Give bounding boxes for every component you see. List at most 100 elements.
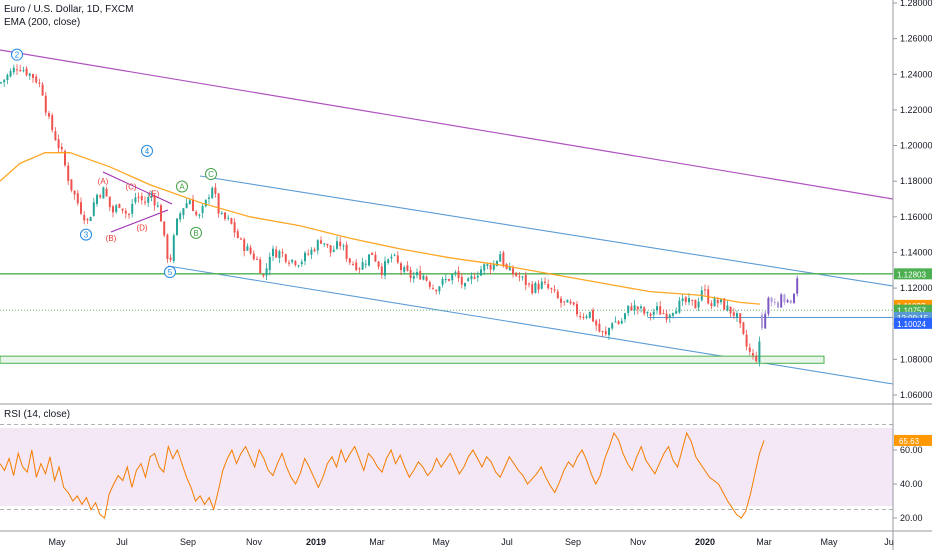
ema-indicator-label: EMA (200, close): [4, 17, 80, 28]
rsi-tick-label: 60.00: [900, 445, 923, 455]
candle-body: [182, 208, 185, 216]
candle-body: [675, 311, 678, 314]
candle-body: [550, 288, 553, 290]
candle-body: [48, 113, 50, 117]
candle-body: [732, 312, 735, 316]
candle-body: [9, 71, 12, 77]
candle-body: [377, 261, 380, 267]
candle-body: [32, 74, 34, 78]
candle-body: [83, 214, 86, 221]
candle-body: [624, 313, 626, 320]
wave-label-3: 3: [84, 231, 89, 240]
wave-label-a: A: [179, 183, 185, 192]
candle-body: [188, 200, 191, 205]
candle-body: [419, 271, 422, 280]
candle-body: [672, 313, 674, 316]
candle-body: [544, 281, 546, 283]
candle-body: [252, 253, 255, 260]
candle-body: [563, 301, 566, 303]
candle-body: [742, 322, 745, 334]
candle-body: [451, 274, 454, 281]
candle-body: [716, 299, 719, 304]
projection-candle-body: [770, 297, 773, 303]
candle-body: [483, 264, 486, 271]
support-zone: [0, 355, 825, 364]
projection-candle-body: [773, 302, 776, 304]
projection-candle-body: [786, 300, 789, 303]
candle-body: [288, 262, 290, 264]
candle-body: [256, 258, 258, 260]
candle-body: [374, 254, 377, 262]
candle-body: [211, 187, 214, 199]
candle-body: [38, 82, 41, 84]
candle-body: [627, 305, 630, 313]
candle-body: [105, 188, 108, 197]
candle-body: [355, 262, 358, 270]
candle-body: [185, 203, 188, 208]
candle-body: [118, 203, 121, 208]
candle-body: [566, 299, 569, 303]
candle-body: [668, 314, 671, 318]
candle-body: [176, 218, 178, 236]
candle-body: [636, 306, 639, 310]
candle-body: [272, 248, 274, 257]
candle-body: [28, 73, 31, 76]
candle-body: [35, 76, 38, 83]
candle-body: [512, 268, 514, 275]
time-tick-label: Jul: [116, 537, 128, 547]
wave-label-e: (E): [149, 190, 160, 199]
time-tick-label: 2019: [306, 537, 326, 547]
candle-body: [227, 217, 230, 219]
candle-body: [470, 275, 473, 280]
candle-body: [316, 240, 319, 251]
candle-body: [492, 264, 495, 270]
candle-body: [480, 269, 482, 276]
candle-body: [752, 353, 754, 356]
candle-body: [553, 289, 556, 291]
candle-body: [499, 254, 502, 262]
candle-body: [339, 241, 342, 247]
candle-body: [99, 195, 102, 198]
rsi-line: [0, 431, 765, 519]
time-tick-label: Nov: [630, 537, 647, 547]
projection-candle-body: [777, 302, 779, 308]
time-tick-label: Ju: [884, 537, 894, 547]
time-tick-label: May: [48, 537, 66, 547]
candle-body: [268, 256, 271, 271]
candle-body: [73, 190, 76, 195]
candle-body: [476, 275, 479, 278]
candle-body: [220, 212, 223, 214]
candle-body: [688, 298, 690, 303]
candle-body: [582, 316, 585, 318]
candle-body: [150, 195, 153, 198]
candle-body: [620, 320, 623, 324]
candle-body: [300, 261, 303, 265]
candle-body: [659, 306, 662, 315]
time-tick-label: 2020: [695, 537, 715, 547]
candle-body: [6, 74, 9, 80]
candle-body: [364, 263, 367, 265]
wave-label-d: (D): [136, 224, 147, 233]
price-tick-label: 1.22000: [900, 105, 932, 115]
candle-body: [720, 298, 722, 303]
candle-body: [464, 282, 466, 287]
price-tick-label: 1.14000: [900, 247, 932, 257]
candle-body: [108, 196, 111, 208]
candle-body: [518, 276, 521, 278]
candle-body: [595, 320, 598, 326]
candle-body: [489, 264, 492, 270]
candle-body: [80, 202, 82, 214]
candle-body: [412, 276, 415, 279]
triangle-lower-line: [110, 209, 169, 233]
candle-body: [297, 265, 300, 267]
time-tick-label: Sep: [565, 537, 581, 547]
candle-body: [560, 298, 562, 303]
candle-body: [67, 165, 70, 181]
candle-body: [681, 298, 684, 302]
candle-body: [556, 291, 559, 299]
price-badge: [894, 317, 932, 329]
candle-body: [0, 82, 2, 84]
candle-body: [131, 203, 134, 214]
candle-body: [537, 283, 540, 290]
